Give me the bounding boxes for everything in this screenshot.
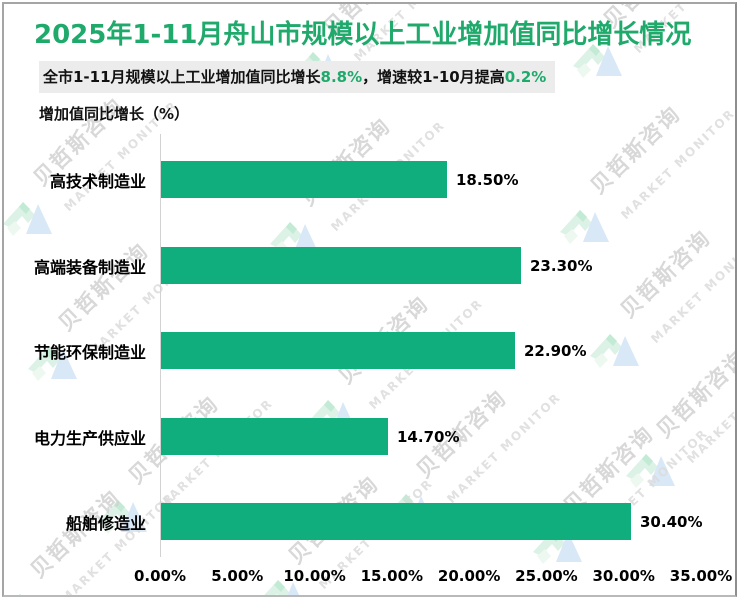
x-tick-label: 25.00% xyxy=(515,567,578,585)
x-tick-label: 10.00% xyxy=(283,567,346,585)
subtitle-text: 全市1-11月规模以上工业增加值同比增长 xyxy=(43,68,321,86)
category-label: 高端装备制造业 xyxy=(33,257,146,277)
category-label: 电力生产供应业 xyxy=(33,428,146,448)
bar xyxy=(161,418,388,455)
plot-area: 高技术制造业 18.50% 高端装备制造业 23.30% 节能环保制造业 22.90% 电力… xyxy=(34,134,732,585)
category-label: 节能环保制造业 xyxy=(33,342,146,362)
bar-value-label: 14.70% xyxy=(397,427,460,446)
x-tick-label: 5.00% xyxy=(211,567,264,585)
category-label: 高技术制造业 xyxy=(49,171,146,191)
value-axis-title: 增加值同比增长（%） xyxy=(39,105,190,123)
bar xyxy=(161,247,521,284)
x-tick-label: 35.00% xyxy=(669,567,733,585)
x-tick-label: 0.00% xyxy=(133,567,187,585)
bar xyxy=(161,332,515,369)
bar-value-label: 18.50% xyxy=(456,170,519,189)
bar xyxy=(161,503,631,540)
subtitle-highlight-value: 8.8% xyxy=(320,68,363,86)
brand-logo xyxy=(4,190,61,246)
category-label: 船舶修造业 xyxy=(65,513,146,533)
bar-value-label: 30.40% xyxy=(640,512,703,531)
x-tick-label: 20.00% xyxy=(437,567,501,585)
subtitle-highlight-value: 0.2% xyxy=(504,68,547,86)
chart-title: 2025年1-11月舟山市规模以上工业增加值同比增长情况 xyxy=(34,20,692,50)
x-tick-label: 15.00% xyxy=(360,567,424,585)
bar-value-label: 22.90% xyxy=(524,341,587,360)
brand-logo-icon xyxy=(19,594,21,595)
bar xyxy=(161,161,447,198)
category-axis-line xyxy=(160,134,161,557)
subtitle-text: ，增速较1-10月提高 xyxy=(362,68,505,86)
chart-subtitle: 全市1-11月规模以上工业增加值同比增长8.8%，增速较1-10月提高0.2% xyxy=(39,61,556,93)
bar-value-label: 23.30% xyxy=(530,256,593,275)
x-tick-label: 30.00% xyxy=(592,567,655,585)
brand-logo xyxy=(4,582,58,595)
